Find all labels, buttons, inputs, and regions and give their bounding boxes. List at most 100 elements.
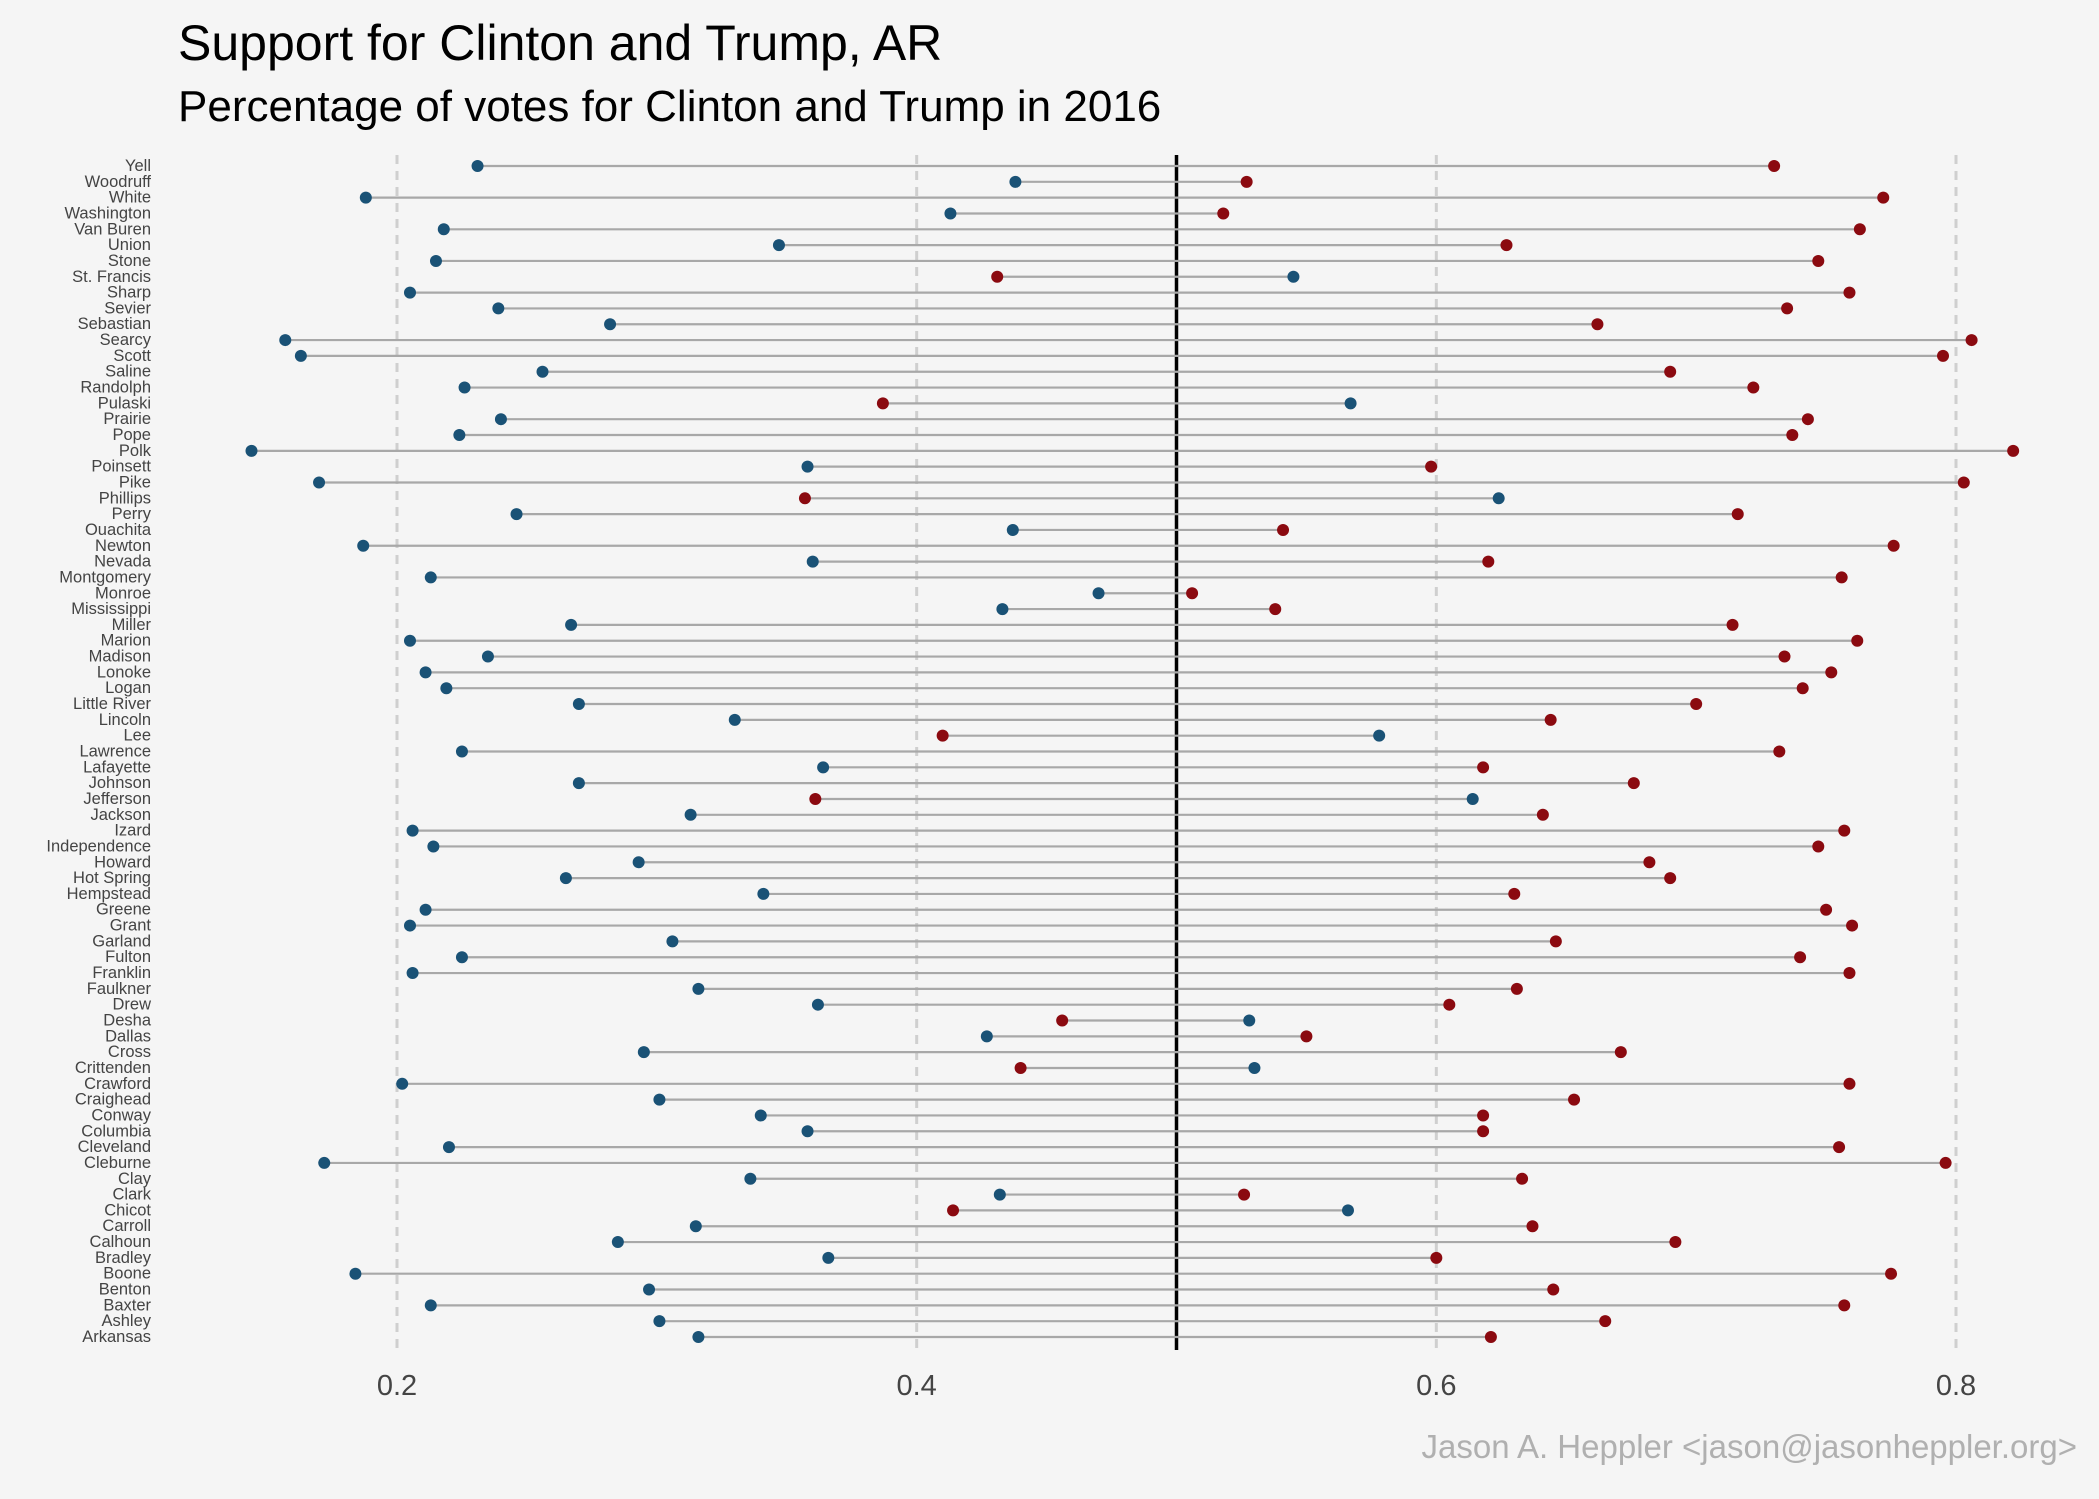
trump-point: [1240, 175, 1253, 188]
clinton-point: [406, 824, 419, 837]
county-label: Cleburne: [84, 1154, 151, 1172]
clinton-point: [572, 777, 585, 790]
trump-point: [1484, 1331, 1497, 1343]
trump-point: [1801, 413, 1814, 426]
county-label: Searcy: [100, 331, 152, 349]
county-label: Boone: [103, 1265, 151, 1283]
trump-point: [1843, 286, 1856, 299]
trump-point: [1838, 1299, 1851, 1312]
x-tick-label: 0.4: [897, 1370, 937, 1402]
clinton-point: [632, 856, 645, 869]
clinton-point: [772, 239, 785, 252]
trump-point: [1510, 982, 1523, 995]
county-label: Saline: [105, 363, 151, 381]
clinton-point: [455, 745, 468, 758]
trump-point: [1238, 1188, 1251, 1201]
clinton-point: [684, 808, 697, 821]
chart-subtitle: Percentage of votes for Clinton and Trum…: [178, 82, 1162, 131]
trump-point: [1482, 555, 1495, 568]
trump-point: [1731, 508, 1744, 521]
clinton-point: [403, 286, 416, 299]
clinton-point: [1341, 1204, 1354, 1217]
county-label: Poinsett: [91, 458, 151, 476]
county-label: Madison: [89, 648, 151, 666]
county-label: Washington: [64, 204, 151, 222]
clinton-point: [455, 951, 468, 964]
clinton-point: [604, 318, 617, 331]
trump-point: [1186, 587, 1199, 600]
county-label: Chicot: [104, 1201, 151, 1219]
clinton-point: [440, 682, 453, 695]
trump-point: [1425, 460, 1438, 473]
trump-point: [1825, 666, 1838, 679]
trump-point: [1843, 967, 1856, 980]
trump-point: [1500, 239, 1513, 252]
trump-point: [1549, 935, 1562, 948]
points: [245, 160, 2020, 1343]
trump-point: [2007, 444, 2020, 457]
clinton-point: [728, 713, 741, 726]
trump-point: [936, 729, 949, 742]
clinton-point: [822, 1251, 835, 1264]
county-label: Calhoun: [90, 1233, 151, 1251]
county-label: Lawrence: [79, 743, 151, 761]
trump-point: [1812, 840, 1825, 853]
clinton-point: [1248, 1061, 1261, 1074]
trump-point: [1526, 1220, 1539, 1233]
county-label: Pope: [112, 426, 151, 444]
clinton-point: [427, 840, 440, 853]
trump-point: [1846, 919, 1859, 932]
clinton-point: [349, 1267, 362, 1280]
trump-point: [1477, 1109, 1490, 1122]
clinton-point: [980, 1030, 993, 1043]
clinton-point: [437, 223, 450, 236]
trump-point: [1796, 682, 1809, 695]
clinton-point: [692, 1331, 705, 1343]
clinton-point: [419, 903, 432, 916]
county-label: Pike: [119, 473, 151, 491]
county-label: Van Buren: [74, 220, 151, 238]
trump-point: [1443, 998, 1456, 1011]
county-label: Drew: [112, 996, 151, 1014]
trump-point: [1768, 160, 1781, 172]
county-label: Clark: [112, 1186, 151, 1204]
county-label: Jefferson: [83, 790, 151, 808]
x-axis-ticks: 0.2 0.4 0.6 0.8: [377, 1370, 1976, 1402]
county-label: Pulaski: [98, 394, 151, 412]
trump-point: [1778, 650, 1791, 663]
clinton-point: [313, 476, 326, 489]
trump-point: [1838, 824, 1851, 837]
trump-point: [1781, 302, 1794, 315]
clinton-point: [1287, 270, 1300, 283]
county-label: White: [109, 189, 151, 207]
clinton-point: [403, 634, 416, 647]
clinton-point: [453, 429, 466, 442]
county-label: Ouachita: [85, 521, 152, 539]
trump-point: [1477, 1125, 1490, 1138]
county-label: Prairie: [103, 410, 151, 428]
trump-point: [991, 270, 1004, 283]
clinton-point: [429, 254, 442, 267]
clinton-point: [403, 919, 416, 932]
trump-point: [1726, 618, 1739, 631]
county-label: Ashley: [101, 1312, 151, 1330]
trump-point: [1794, 951, 1807, 964]
clinton-point: [279, 334, 292, 347]
clinton-point: [1243, 1014, 1256, 1027]
trump-point: [1887, 539, 1900, 552]
clinton-point: [811, 998, 824, 1011]
county-label: St. Francis: [72, 268, 151, 286]
county-label: Crittenden: [75, 1059, 151, 1077]
chart-title: Support for Clinton and Trump, AR: [178, 15, 943, 71]
county-label: Bradley: [95, 1249, 152, 1267]
clinton-point: [419, 666, 432, 679]
clinton-point: [510, 508, 523, 521]
clinton-point: [424, 571, 437, 584]
county-label: Lafayette: [83, 758, 151, 776]
county-label: Grant: [110, 917, 152, 935]
county-label: Polk: [119, 442, 152, 460]
trump-point: [1544, 713, 1557, 726]
clinton-point: [294, 349, 307, 362]
segments: [251, 164, 2014, 1339]
